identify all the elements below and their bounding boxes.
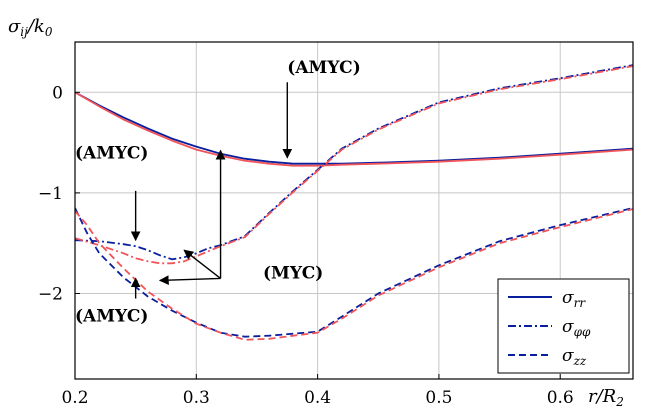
legend-label-phiphi: σφφ bbox=[562, 317, 591, 339]
annotation-arrow bbox=[158, 275, 221, 286]
tick-layer: 0.2 0.3 0.4 0.5 0.6 0 −1 −2 bbox=[38, 83, 574, 408]
legend-label-zz: σzz bbox=[562, 346, 587, 368]
grid bbox=[74, 42, 633, 379]
annotation-label: (AMYC) bbox=[75, 307, 148, 327]
series-line-amyc-phiphi bbox=[75, 64, 633, 261]
legend: σrr σφφ σzz bbox=[497, 278, 630, 374]
series-line-myc-rr bbox=[75, 91, 633, 167]
x-axis-label: r/R2 bbox=[588, 386, 624, 409]
annotation-layer: (AMYC) (AMYC) (MYC) (AMYC) bbox=[75, 58, 361, 326]
legend-label-rr: σrr bbox=[562, 288, 586, 310]
plot-frame bbox=[74, 41, 634, 380]
series-layer bbox=[75, 64, 633, 341]
annotation-label: (AMYC) bbox=[287, 58, 360, 78]
x-tick-label: 0.6 bbox=[547, 388, 574, 408]
series-line-myc-phiphi bbox=[75, 65, 633, 265]
x-tick-label: 0.3 bbox=[183, 388, 210, 408]
y-axis-label: σij/k0 bbox=[8, 16, 53, 39]
x-tick-label: 0.2 bbox=[61, 388, 88, 408]
annotation-arrow bbox=[183, 249, 221, 279]
y-tick-label: −1 bbox=[38, 184, 63, 204]
y-tick-label: 0 bbox=[52, 83, 63, 103]
series-line-amyc-rr bbox=[75, 91, 633, 165]
y-tick-label: −2 bbox=[38, 284, 63, 304]
x-tick-label: 0.5 bbox=[425, 388, 452, 408]
series-line-amyc-zz bbox=[75, 207, 633, 338]
x-tick-label: 0.4 bbox=[304, 388, 331, 408]
series-line-myc-zz bbox=[75, 208, 633, 341]
annotation-label: (AMYC) bbox=[75, 144, 148, 164]
annotation-label: (MYC) bbox=[263, 263, 323, 283]
